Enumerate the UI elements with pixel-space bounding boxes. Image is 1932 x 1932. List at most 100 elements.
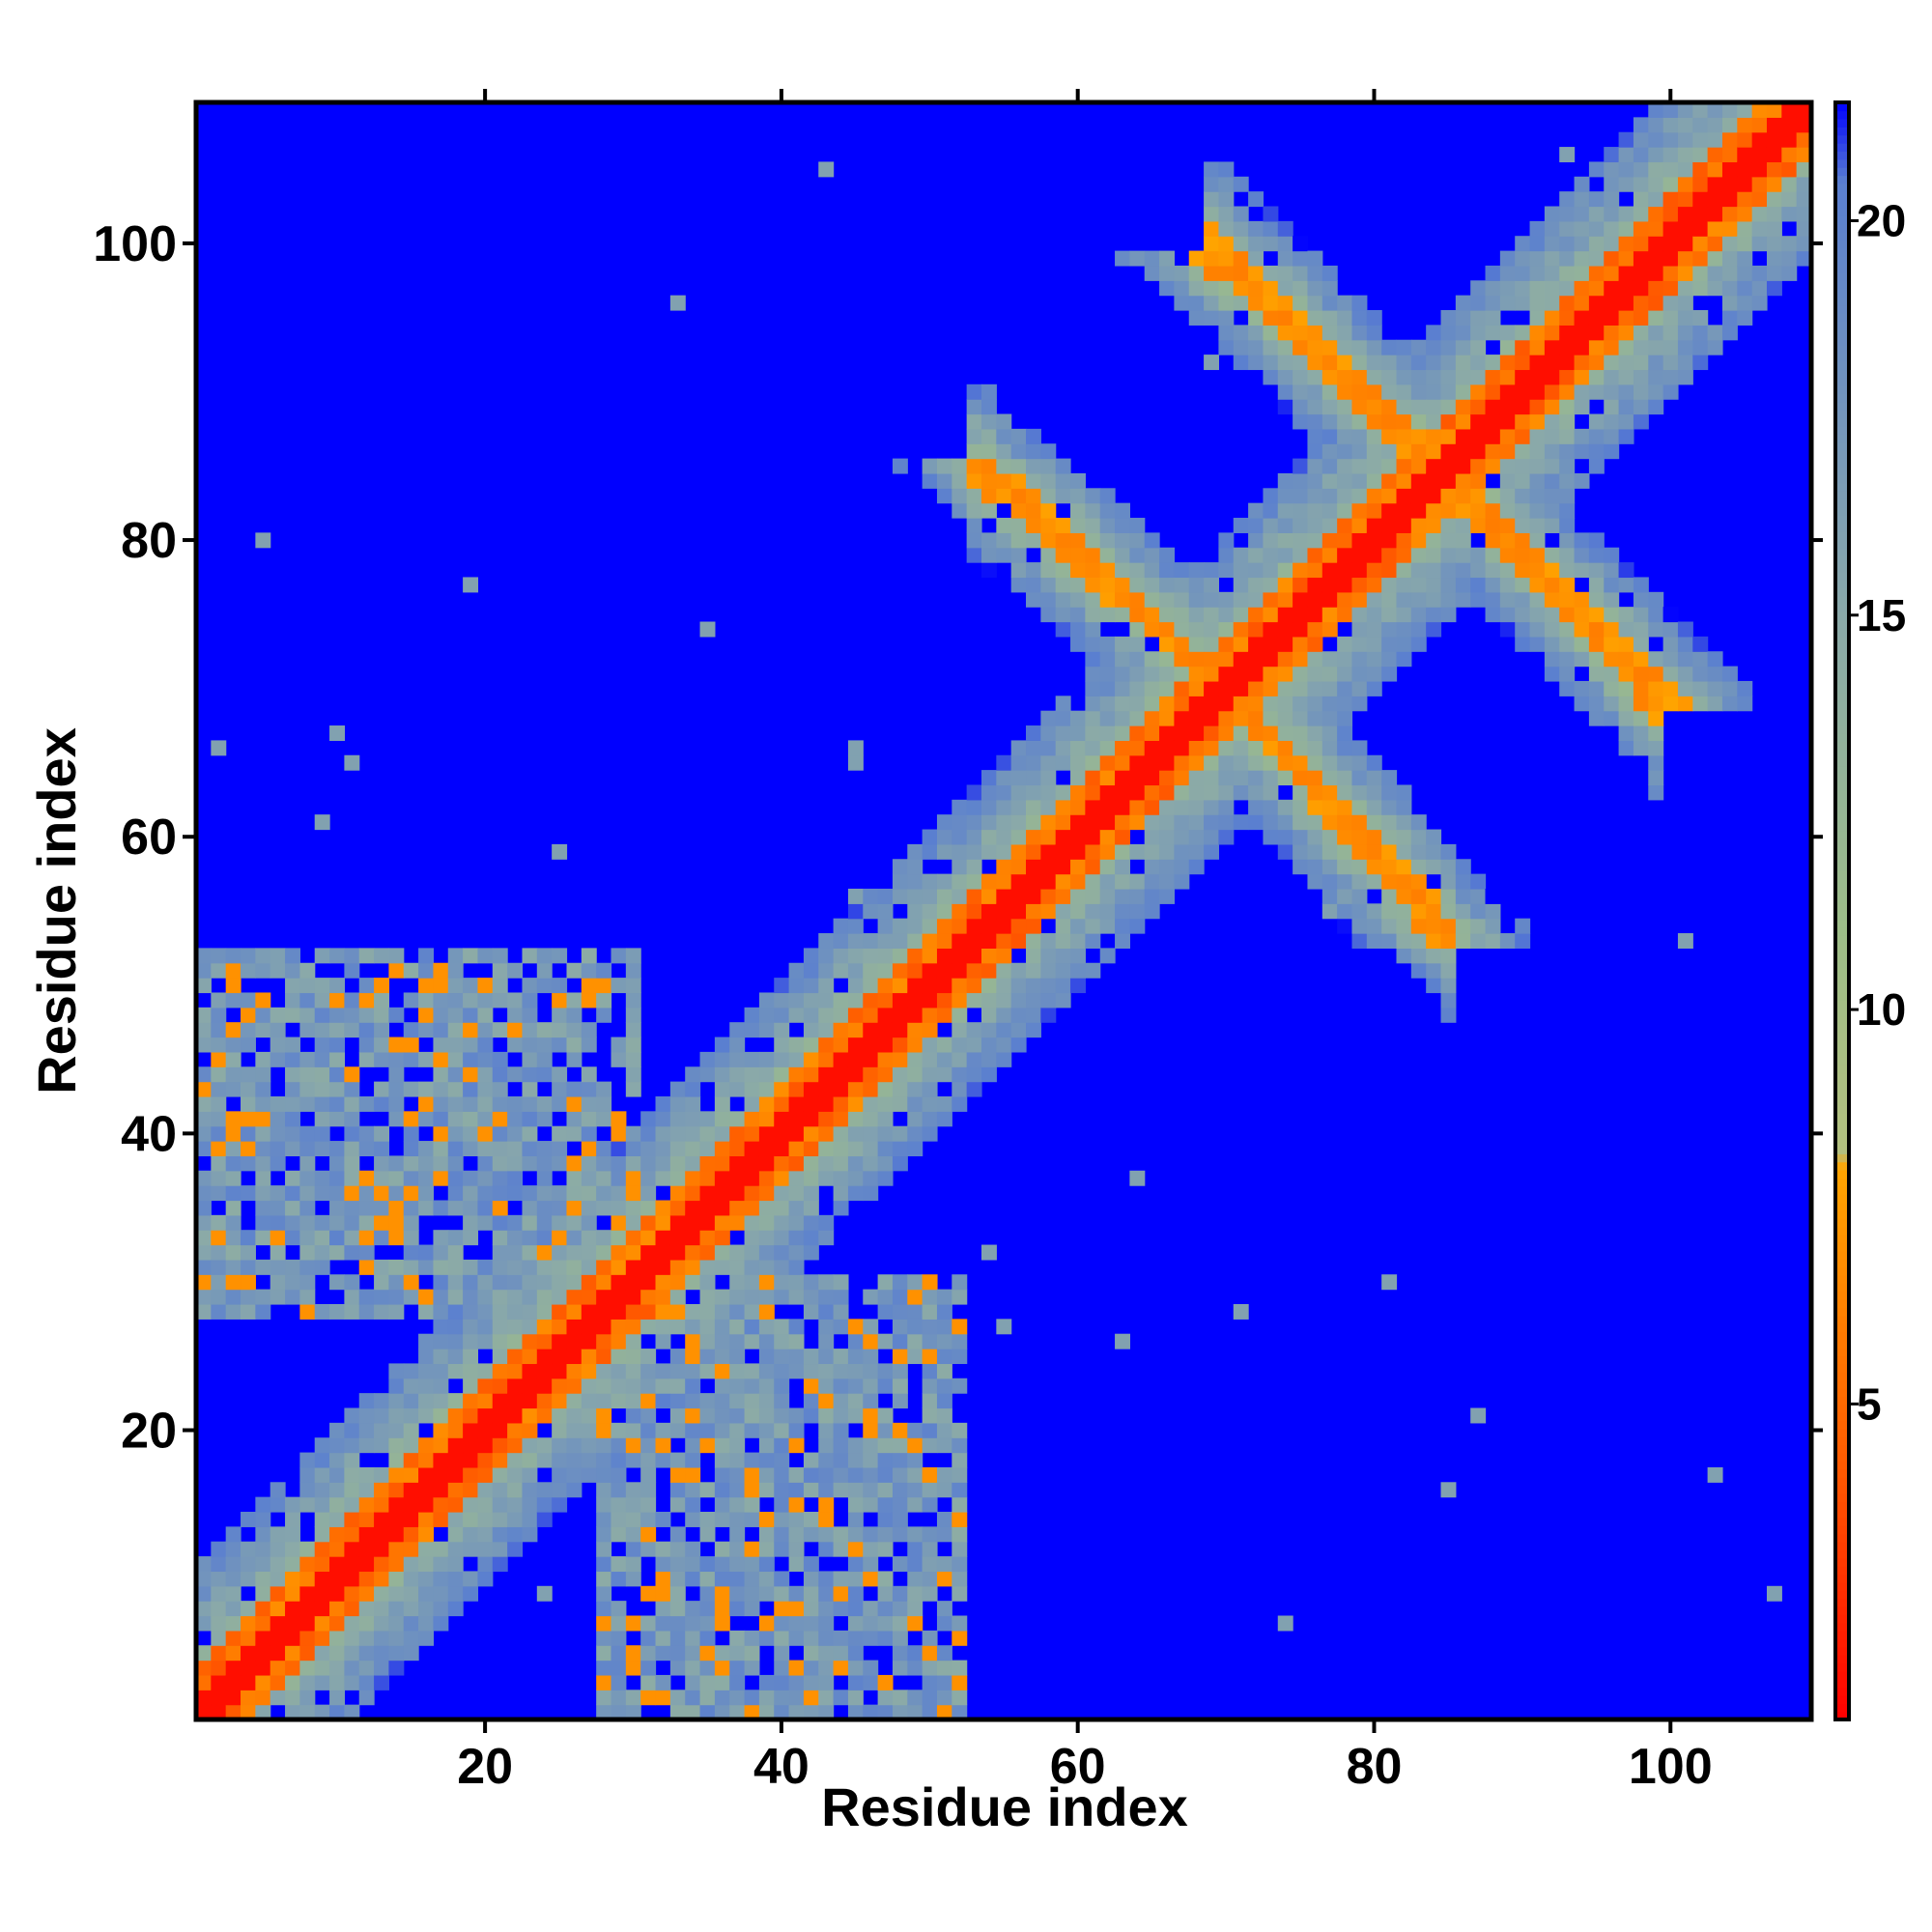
heatmap-cell <box>596 1185 612 1202</box>
heatmap-cell <box>1633 740 1649 756</box>
heatmap-cell <box>403 1482 419 1498</box>
heatmap-cell <box>358 1466 375 1483</box>
heatmap-cell <box>225 1244 242 1261</box>
heatmap-cell <box>1070 740 1086 756</box>
heatmap-cell <box>1026 918 1041 934</box>
heatmap-cell <box>936 1037 952 1053</box>
heatmap-cell <box>1499 621 1516 638</box>
heatmap-cell <box>1515 384 1531 400</box>
heatmap-cell <box>225 1111 242 1127</box>
heatmap-cell <box>1426 948 1442 964</box>
heatmap-cell <box>566 1111 582 1127</box>
heatmap-cell <box>863 1615 879 1632</box>
heatmap-cell <box>403 1363 419 1379</box>
heatmap-cell <box>744 1125 760 1142</box>
heatmap-cell <box>1796 102 1812 118</box>
heatmap-cell <box>1129 873 1146 890</box>
heatmap-cell <box>1396 355 1412 371</box>
heatmap-cell <box>922 873 938 890</box>
heatmap-cell <box>1692 102 1709 118</box>
heatmap-cell <box>1010 532 1027 549</box>
heatmap-cell <box>729 1511 746 1527</box>
heatmap-cell <box>1692 666 1709 682</box>
heatmap-cell <box>211 1051 227 1067</box>
heatmap-cell <box>1144 859 1160 875</box>
heatmap-cell <box>714 1111 730 1127</box>
colorbar-segment <box>1835 587 1849 597</box>
heatmap-cell <box>980 458 997 474</box>
heatmap-cell <box>922 843 938 860</box>
heatmap-cell <box>374 978 390 994</box>
heatmap-cell <box>863 1170 879 1186</box>
heatmap-cell <box>314 1244 330 1261</box>
heatmap-cell <box>803 1185 819 1202</box>
heatmap-cell <box>374 1022 390 1038</box>
colorbar-segment <box>1835 1072 1849 1082</box>
heatmap-cell <box>640 1690 657 1706</box>
heatmap-cell <box>388 1259 405 1275</box>
heatmap-cell <box>1040 502 1057 519</box>
heatmap-cell <box>774 1363 790 1379</box>
heatmap-cell <box>1307 280 1323 297</box>
heatmap-cell <box>892 1155 908 1172</box>
heatmap-cell <box>625 1303 641 1320</box>
heatmap-cell <box>285 1007 300 1023</box>
x-tick-label: 40 <box>753 1739 810 1795</box>
heatmap-cell <box>774 1230 790 1246</box>
heatmap-cell <box>507 1185 524 1202</box>
heatmap-cell <box>581 1141 597 1157</box>
heatmap-cell <box>1144 888 1160 904</box>
heatmap-cell <box>952 859 968 875</box>
heatmap-cell <box>907 1037 923 1053</box>
heatmap-cell <box>581 1185 597 1202</box>
heatmap-cell <box>447 1303 464 1320</box>
heatmap-cell <box>1351 696 1368 712</box>
heatmap-cell <box>1529 384 1546 400</box>
heatmap-cell <box>803 1244 819 1261</box>
heatmap-cell <box>329 1496 345 1513</box>
heatmap-cell <box>803 1274 819 1291</box>
heatmap-cell <box>625 1452 641 1468</box>
heatmap-cell <box>936 918 952 934</box>
heatmap-cell <box>1574 176 1590 192</box>
heatmap-cell <box>818 1095 835 1112</box>
heatmap-cell <box>1248 725 1264 741</box>
heatmap-cell <box>833 1645 849 1662</box>
heatmap-cell <box>847 1704 864 1720</box>
heatmap-cell <box>1204 310 1220 326</box>
heatmap-cell <box>463 1081 479 1097</box>
heatmap-cell <box>980 562 997 579</box>
heatmap-cell <box>1381 918 1398 934</box>
heatmap-cell <box>847 1630 864 1646</box>
heatmap-cell <box>774 978 790 994</box>
heatmap-cell <box>907 992 923 1009</box>
heatmap-cell <box>477 1051 494 1067</box>
heatmap-cell <box>714 1466 730 1483</box>
heatmap-cell <box>1470 577 1487 593</box>
heatmap-cell <box>1633 280 1649 297</box>
heatmap-cell <box>863 1125 879 1142</box>
heatmap-cell <box>774 1289 790 1305</box>
heatmap-cell <box>522 1095 538 1112</box>
heatmap-cell <box>863 933 879 949</box>
heatmap-cell <box>1529 428 1546 444</box>
heatmap-cell <box>699 1363 716 1379</box>
heatmap-cell <box>255 962 271 979</box>
heatmap-cell <box>655 1571 671 1587</box>
heatmap-cell <box>566 1200 582 1216</box>
heatmap-cell <box>803 1051 819 1067</box>
heatmap-cell <box>596 1170 612 1186</box>
heatmap-cell <box>803 1585 819 1602</box>
heatmap-cell <box>1604 265 1620 281</box>
heatmap-cell <box>744 1407 760 1424</box>
heatmap-cell <box>774 1571 790 1587</box>
heatmap-cell <box>936 1066 952 1083</box>
heatmap-cell <box>1604 666 1620 682</box>
heatmap-cell <box>270 1690 286 1706</box>
heatmap-cell <box>196 1230 212 1246</box>
heatmap-cell <box>1470 903 1487 920</box>
heatmap-cell <box>1233 725 1249 741</box>
heatmap-cell <box>847 1066 864 1083</box>
heatmap-cell <box>1351 740 1368 756</box>
heatmap-cell <box>1129 666 1146 682</box>
